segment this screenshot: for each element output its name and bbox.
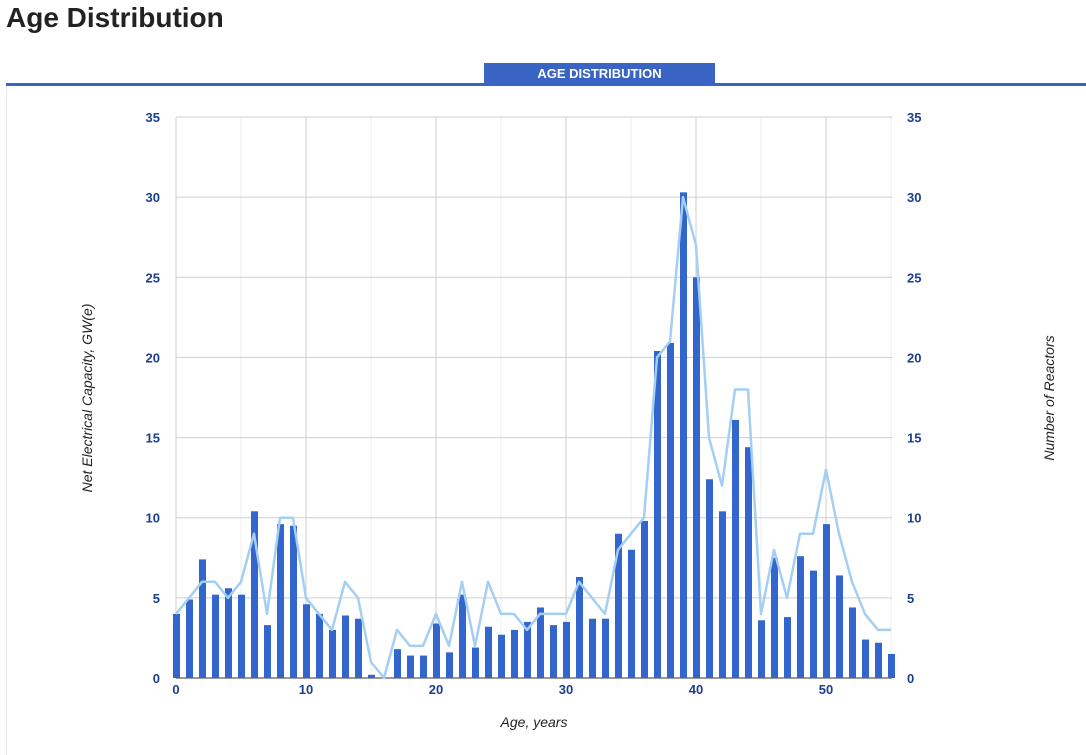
bar [420,656,427,678]
y-left-tick-label: 20 [146,350,160,365]
x-tick-label: 50 [819,682,833,697]
bar [199,559,206,678]
bar [355,619,362,678]
x-tick-label: 10 [299,682,313,697]
bar [290,526,297,678]
x-tick-label: 20 [429,682,443,697]
y-right-tick-label: 30 [907,190,921,205]
y-left-tick-label: 25 [146,270,160,285]
bar [784,617,791,678]
y-left-tick-label: 5 [153,591,160,606]
bar [862,640,869,678]
y-left-tick-label: 15 [146,431,160,446]
y-right-tick-label: 15 [907,431,921,446]
bar [472,648,479,678]
bar [264,625,271,678]
bar [732,420,739,678]
bar [433,624,440,678]
bar [810,571,817,678]
bar [238,595,245,678]
bar [641,521,648,678]
bar [550,625,557,678]
y-axis-left-title: Net Electrical Capacity, GW(e) [79,304,95,493]
bar [303,604,310,678]
bar [225,588,232,678]
bar [407,656,414,678]
y-right-tick-label: 0 [907,671,914,686]
bar [654,351,661,678]
y-left-tick-label: 30 [146,190,160,205]
bar [316,614,323,678]
bar [875,643,882,678]
bar [888,654,895,678]
y-right-tick-label: 35 [907,110,921,125]
bar [758,620,765,678]
bar [667,343,674,678]
bar [459,595,466,678]
bar [173,614,180,678]
bar [849,607,856,678]
bar [823,524,830,678]
bar [628,550,635,678]
bar [212,595,219,678]
bar [797,556,804,678]
bar [511,630,518,678]
y-right-tick-label: 25 [907,270,921,285]
y-axis-right-title: Number of Reactors [1041,335,1057,460]
bar [680,192,687,678]
bar [394,649,401,678]
y-left-tick-label: 0 [153,671,160,686]
x-tick-label: 40 [689,682,703,697]
bar [446,652,453,678]
x-axis-title: Age, years [500,714,568,730]
bar [589,619,596,678]
y-right-tick-label: 20 [907,350,921,365]
bar [745,447,752,678]
y-right-tick-label: 10 [907,511,921,526]
bar [693,277,700,678]
bar [836,575,843,678]
x-tick-label: 30 [559,682,573,697]
x-tick-label: 0 [172,682,179,697]
bar-layer [173,192,895,678]
bar [329,630,336,678]
bar [576,577,583,678]
bar [719,511,726,678]
bar [186,599,193,678]
bar [277,524,284,678]
bar [602,619,609,678]
bar [342,615,349,678]
bar [771,558,778,678]
y-right-tick-label: 5 [907,591,914,606]
bar [485,627,492,678]
bar [706,479,713,678]
bar [563,622,570,678]
y-left-tick-label: 10 [146,511,160,526]
y-left-tick-label: 35 [146,110,160,125]
bar [498,635,505,678]
bar [368,675,375,678]
